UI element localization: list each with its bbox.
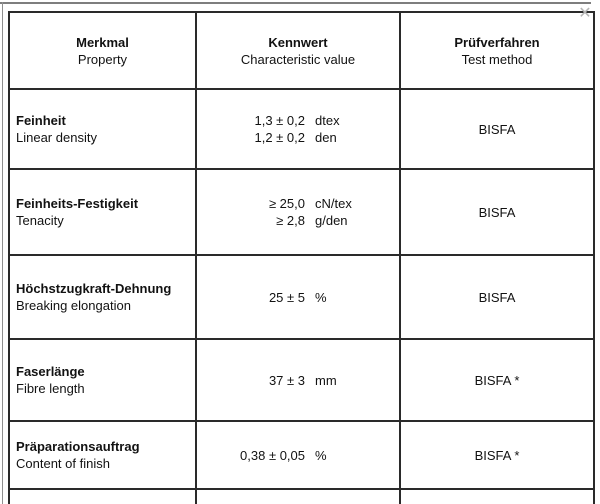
cell-property (10, 490, 197, 504)
table-row: Feinheit Linear density 1,3 ± 0,2 dtex 1,2… (10, 90, 593, 170)
header-value-de: Kennwert (268, 34, 328, 50)
cell-method: BISFA (401, 170, 593, 254)
header-method-de: Prüfverfahren (454, 34, 540, 50)
cell-method (401, 490, 593, 504)
value-line: 1,3 ± 0,2 dtex (197, 112, 399, 129)
test-method-label: BISFA * (474, 372, 520, 388)
property-label-de: Feinheit (16, 113, 66, 128)
value-text: 1,2 ± 0,2 (254, 130, 305, 145)
value-text: ≥ 25,0 (268, 196, 305, 211)
unit-text: dtex (315, 113, 340, 128)
property-label-en: Linear density (16, 130, 97, 145)
cell-value: 25 ± 5% (197, 256, 401, 338)
header-cell-method: Prüfverfahren Test method (401, 13, 593, 88)
header-cell-property: Merkmal Property (10, 13, 197, 88)
unit-text: % (315, 289, 327, 305)
property-label-de: Präparationsauftrag (16, 439, 140, 454)
cell-value: ≥ 25,0 cN/tex ≥ 2,8 g/den (197, 170, 401, 254)
value-text: 37 ± 3 (268, 372, 305, 388)
property-label-de: Feinheits-Festigkeit (16, 196, 139, 211)
property-label-en: Content of finish (16, 456, 110, 471)
header-property-en: Property (77, 51, 128, 67)
property-label-de: Faserlänge (16, 364, 85, 379)
test-method-label: BISFA (478, 289, 516, 305)
cell-property: Feinheits-Festigkeit Tenacity (10, 170, 197, 254)
value-text: 1,3 ± 0,2 (254, 113, 305, 128)
frame-top-line (0, 2, 591, 4)
close-icon[interactable]: ✕ (578, 5, 592, 22)
value-line: ≥ 25,0 cN/tex (197, 195, 399, 212)
cell-value: 1,3 ± 0,2 dtex 1,2 ± 0,2 den (197, 90, 401, 168)
cell-value: 37 ± 3 mm (197, 340, 401, 420)
property-label-de: Höchstzugkraft-Dehnung (16, 281, 172, 296)
test-method-label: BISFA * (474, 447, 520, 463)
value-text: 0,38 ± 0,05 (240, 447, 305, 463)
property-label-en: Breaking elongation (16, 298, 131, 313)
cell-property: Feinheit Linear density (10, 90, 197, 168)
cell-method: BISFA * (401, 422, 593, 488)
value-line: 0,38 ± 0,05% (197, 447, 399, 464)
cell-property: Faserlänge Fibre length (10, 340, 197, 420)
property-label-en: Tenacity (16, 213, 64, 228)
table-row: Faserlänge Fibre length 37 ± 3 mm BISFA * (10, 340, 593, 422)
table-row-cutoff (10, 490, 593, 504)
cell-value: 0,38 ± 0,05% (197, 422, 401, 488)
cell-method: BISFA (401, 90, 593, 168)
property-label-en: Fibre length (16, 381, 85, 396)
cell-method: BISFA (401, 256, 593, 338)
cell-property: Höchstzugkraft-Dehnung Breaking elongati… (10, 256, 197, 338)
fiber-properties-table: Merkmal Property Kennwert Characteristic… (8, 11, 595, 504)
test-method-label: BISFA (478, 204, 516, 220)
table-row: Präparationsauftrag Content of finish 0,… (10, 422, 593, 490)
cell-method: BISFA * (401, 340, 593, 420)
value-line: 37 ± 3 mm (197, 372, 399, 389)
header-method-en: Test method (461, 51, 533, 67)
test-method-label: BISFA (478, 121, 516, 137)
unit-text: den (315, 130, 337, 145)
unit-text: mm (315, 372, 337, 388)
unit-text: cN/tex (315, 196, 352, 211)
table-header-row: Merkmal Property Kennwert Characteristic… (10, 13, 593, 90)
cell-property: Präparationsauftrag Content of finish (10, 422, 197, 488)
unit-text: % (315, 447, 327, 463)
header-property-de: Merkmal (76, 34, 129, 50)
table-row: Höchstzugkraft-Dehnung Breaking elongati… (10, 256, 593, 340)
value-text: ≥ 2,8 (276, 213, 305, 228)
table-row: Feinheits-Festigkeit Tenacity ≥ 25,0 cN/t… (10, 170, 593, 256)
cell-value (197, 490, 401, 504)
value-line: 1,2 ± 0,2 den (197, 129, 399, 146)
unit-text: g/den (315, 213, 348, 228)
value-line: ≥ 2,8 g/den (197, 212, 399, 229)
header-cell-value: Kennwert Characteristic value (197, 13, 401, 88)
frame-left-line (2, 2, 3, 504)
value-line: 25 ± 5% (197, 289, 399, 306)
value-text: 25 ± 5 (268, 289, 305, 305)
header-value-en: Characteristic value (240, 51, 356, 67)
